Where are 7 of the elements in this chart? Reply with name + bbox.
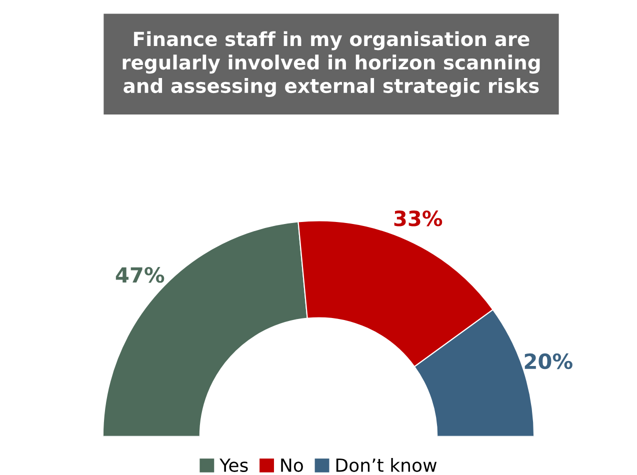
data-label: 20% (524, 353, 572, 370)
legend-label: No (281, 458, 303, 472)
chart-title: Finance staff in my organisation are regularly involved in horizon scanning and assessing external strategic risks (122, 31, 540, 98)
legend-label: Yes (220, 458, 248, 472)
data-label: 47% (116, 267, 164, 283)
data-label: 33% (394, 210, 442, 226)
legend-label: Don’t know (336, 458, 437, 472)
